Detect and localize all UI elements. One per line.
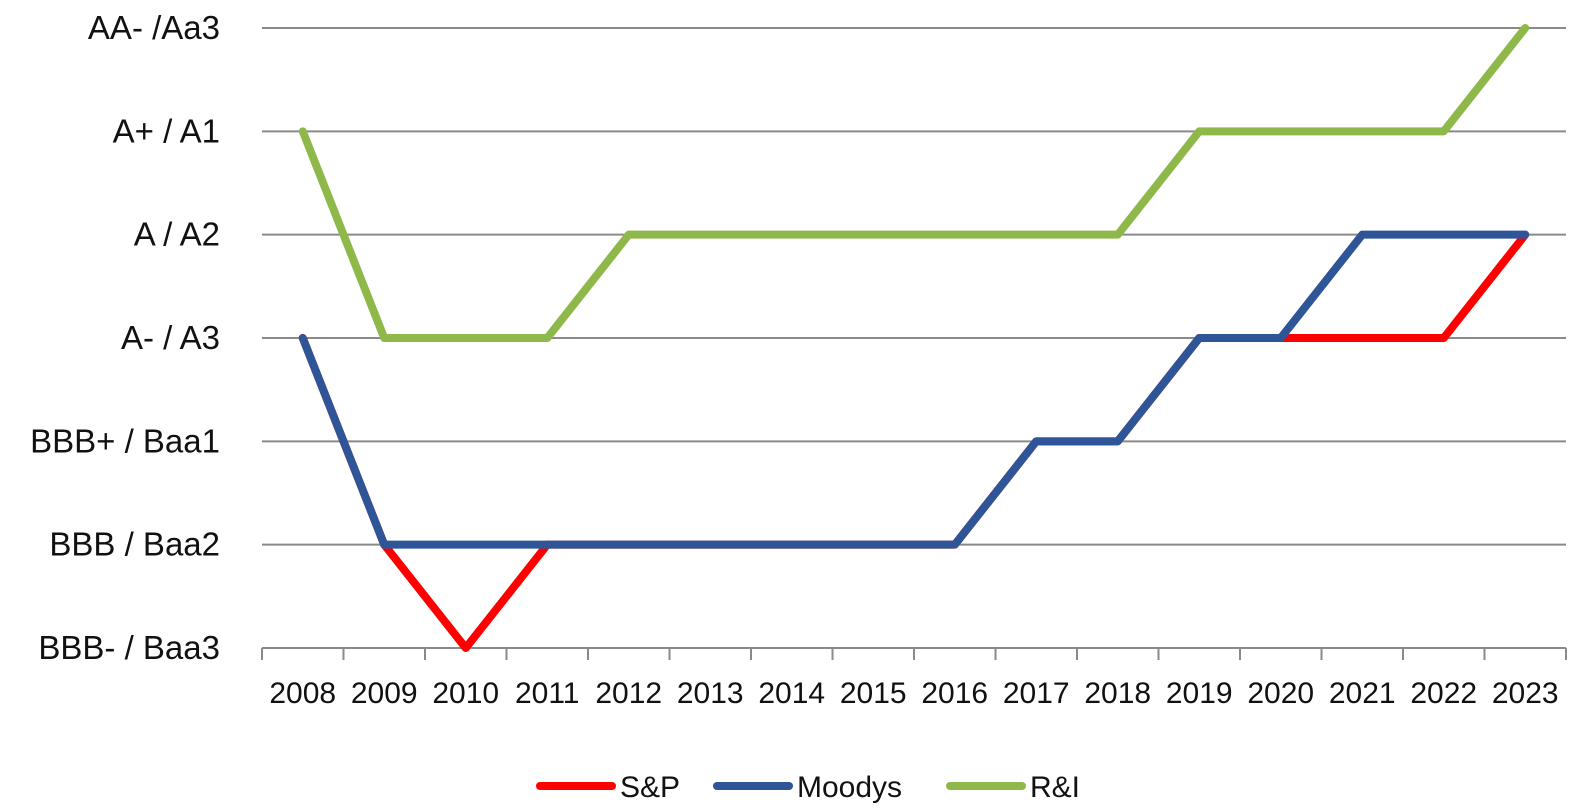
x-tick-label: 2009	[351, 677, 418, 710]
x-tick-label: 2011	[515, 677, 580, 710]
y-tick-label: A- / A3	[121, 319, 220, 356]
x-tick-label: 2012	[595, 677, 662, 710]
x-tick-label: 2014	[758, 677, 825, 710]
x-tick-label: 2020	[1247, 677, 1314, 710]
y-axis-labels: BBB- / Baa3 BBB / Baa2 BBB+ / Baa1 A- / A3 A…	[30, 9, 220, 666]
x-axis	[261, 647, 1567, 660]
y-tick-label: AA- /Aa3	[88, 9, 220, 46]
x-tick-label: 2008	[269, 677, 336, 710]
legend-label-s-p: S&P	[620, 771, 680, 804]
x-tick-label: 2019	[1166, 677, 1233, 710]
x-tick-label: 2023	[1492, 677, 1559, 710]
x-tick-label: 2022	[1410, 677, 1477, 710]
y-tick-label: A+ / A1	[113, 112, 220, 149]
x-tick-label: 2018	[1084, 677, 1151, 710]
x-tick-label: 2016	[921, 677, 988, 710]
x-tick-label: 2015	[840, 677, 907, 710]
y-tick-label: BBB+ / Baa1	[30, 422, 220, 459]
legend: S&P Moodys R&I	[536, 771, 1080, 804]
series-line-moodys	[298, 230, 1530, 549]
x-tick-label: 2013	[677, 677, 744, 710]
y-tick-label: A / A2	[134, 216, 220, 253]
series-lines	[298, 24, 1530, 652]
x-tick-label: 2021	[1329, 677, 1396, 710]
y-tick-label: BBB / Baa2	[49, 526, 220, 563]
x-axis-labels: 2008 2009 2010 2011 2012 2013 2014 2015 2016 2017…	[269, 677, 1558, 710]
x-tick-label: 2010	[432, 677, 499, 710]
legend-label-moodys: Moodys	[797, 771, 902, 804]
y-tick-label: BBB- / Baa3	[38, 629, 220, 666]
gridlines	[262, 27, 1566, 546]
x-tick-label: 2017	[1003, 677, 1070, 710]
series-line-r-i	[298, 24, 1530, 342]
legend-label-r-i: R&I	[1030, 771, 1080, 804]
